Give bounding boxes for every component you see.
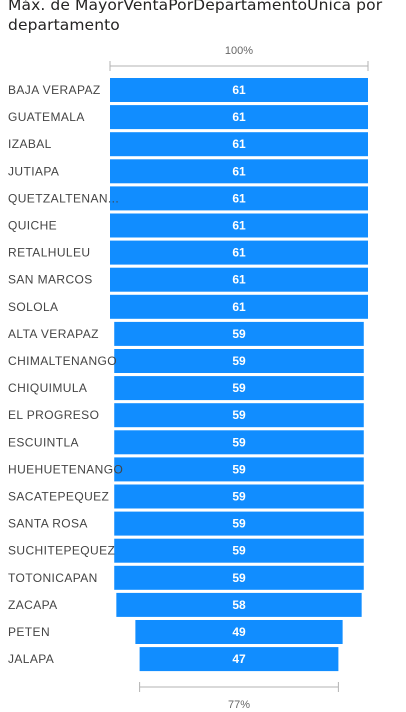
value-label: 59: [232, 435, 246, 449]
category-label: ZACAPA: [8, 598, 58, 612]
value-label: 59: [232, 571, 246, 585]
value-label: 58: [232, 598, 246, 612]
category-label: SUCHITEPEQUEZ: [8, 544, 115, 558]
category-label: PETEN: [8, 625, 50, 639]
value-label: 59: [232, 354, 246, 368]
value-label: 61: [232, 191, 246, 205]
category-label: EL PROGRESO: [8, 408, 99, 422]
value-label: 61: [232, 246, 246, 260]
category-label: CHIQUIMULA: [8, 381, 87, 395]
category-label: SACATEPEQUEZ: [8, 490, 109, 504]
value-label: 47: [232, 652, 246, 666]
top-percentage-label: 100%: [225, 45, 253, 57]
value-label: 61: [232, 110, 246, 124]
value-label: 61: [232, 273, 246, 287]
value-label: 61: [232, 300, 246, 314]
category-label: ALTA VERAPAZ: [8, 327, 99, 341]
value-label: 59: [232, 381, 246, 395]
value-label: 59: [232, 490, 246, 504]
value-label: 61: [232, 137, 246, 151]
category-label: ESCUINTLA: [8, 435, 79, 449]
value-label: 59: [232, 327, 246, 341]
category-label: GUATEMALA: [8, 110, 85, 124]
category-label: CHIMALTENANGO: [8, 354, 117, 368]
category-label: RETALHULEU: [8, 246, 90, 260]
value-label: 59: [232, 408, 246, 422]
category-label: IZABAL: [8, 137, 52, 151]
category-label: JALAPA: [8, 652, 54, 666]
value-label: 61: [232, 219, 246, 233]
value-label: 61: [232, 83, 246, 97]
category-label: TOTONICAPAN: [8, 571, 98, 585]
value-label: 61: [232, 164, 246, 178]
category-label: SAN MARCOS: [8, 273, 93, 287]
value-label: 59: [232, 462, 246, 476]
value-label: 49: [232, 625, 246, 639]
category-label: SANTA ROSA: [8, 517, 88, 531]
value-label: 59: [232, 544, 246, 558]
value-label: 59: [232, 517, 246, 531]
category-label: QUETZALTENAN...: [8, 191, 119, 205]
category-label: BAJA VERAPAZ: [8, 83, 101, 97]
category-label: HUEHUETENANGO: [8, 462, 123, 476]
bottom-percentage-label: 77%: [228, 699, 250, 711]
category-label: JUTIAPA: [8, 164, 59, 178]
category-label: SOLOLA: [8, 300, 58, 314]
category-label: QUICHE: [8, 219, 57, 233]
